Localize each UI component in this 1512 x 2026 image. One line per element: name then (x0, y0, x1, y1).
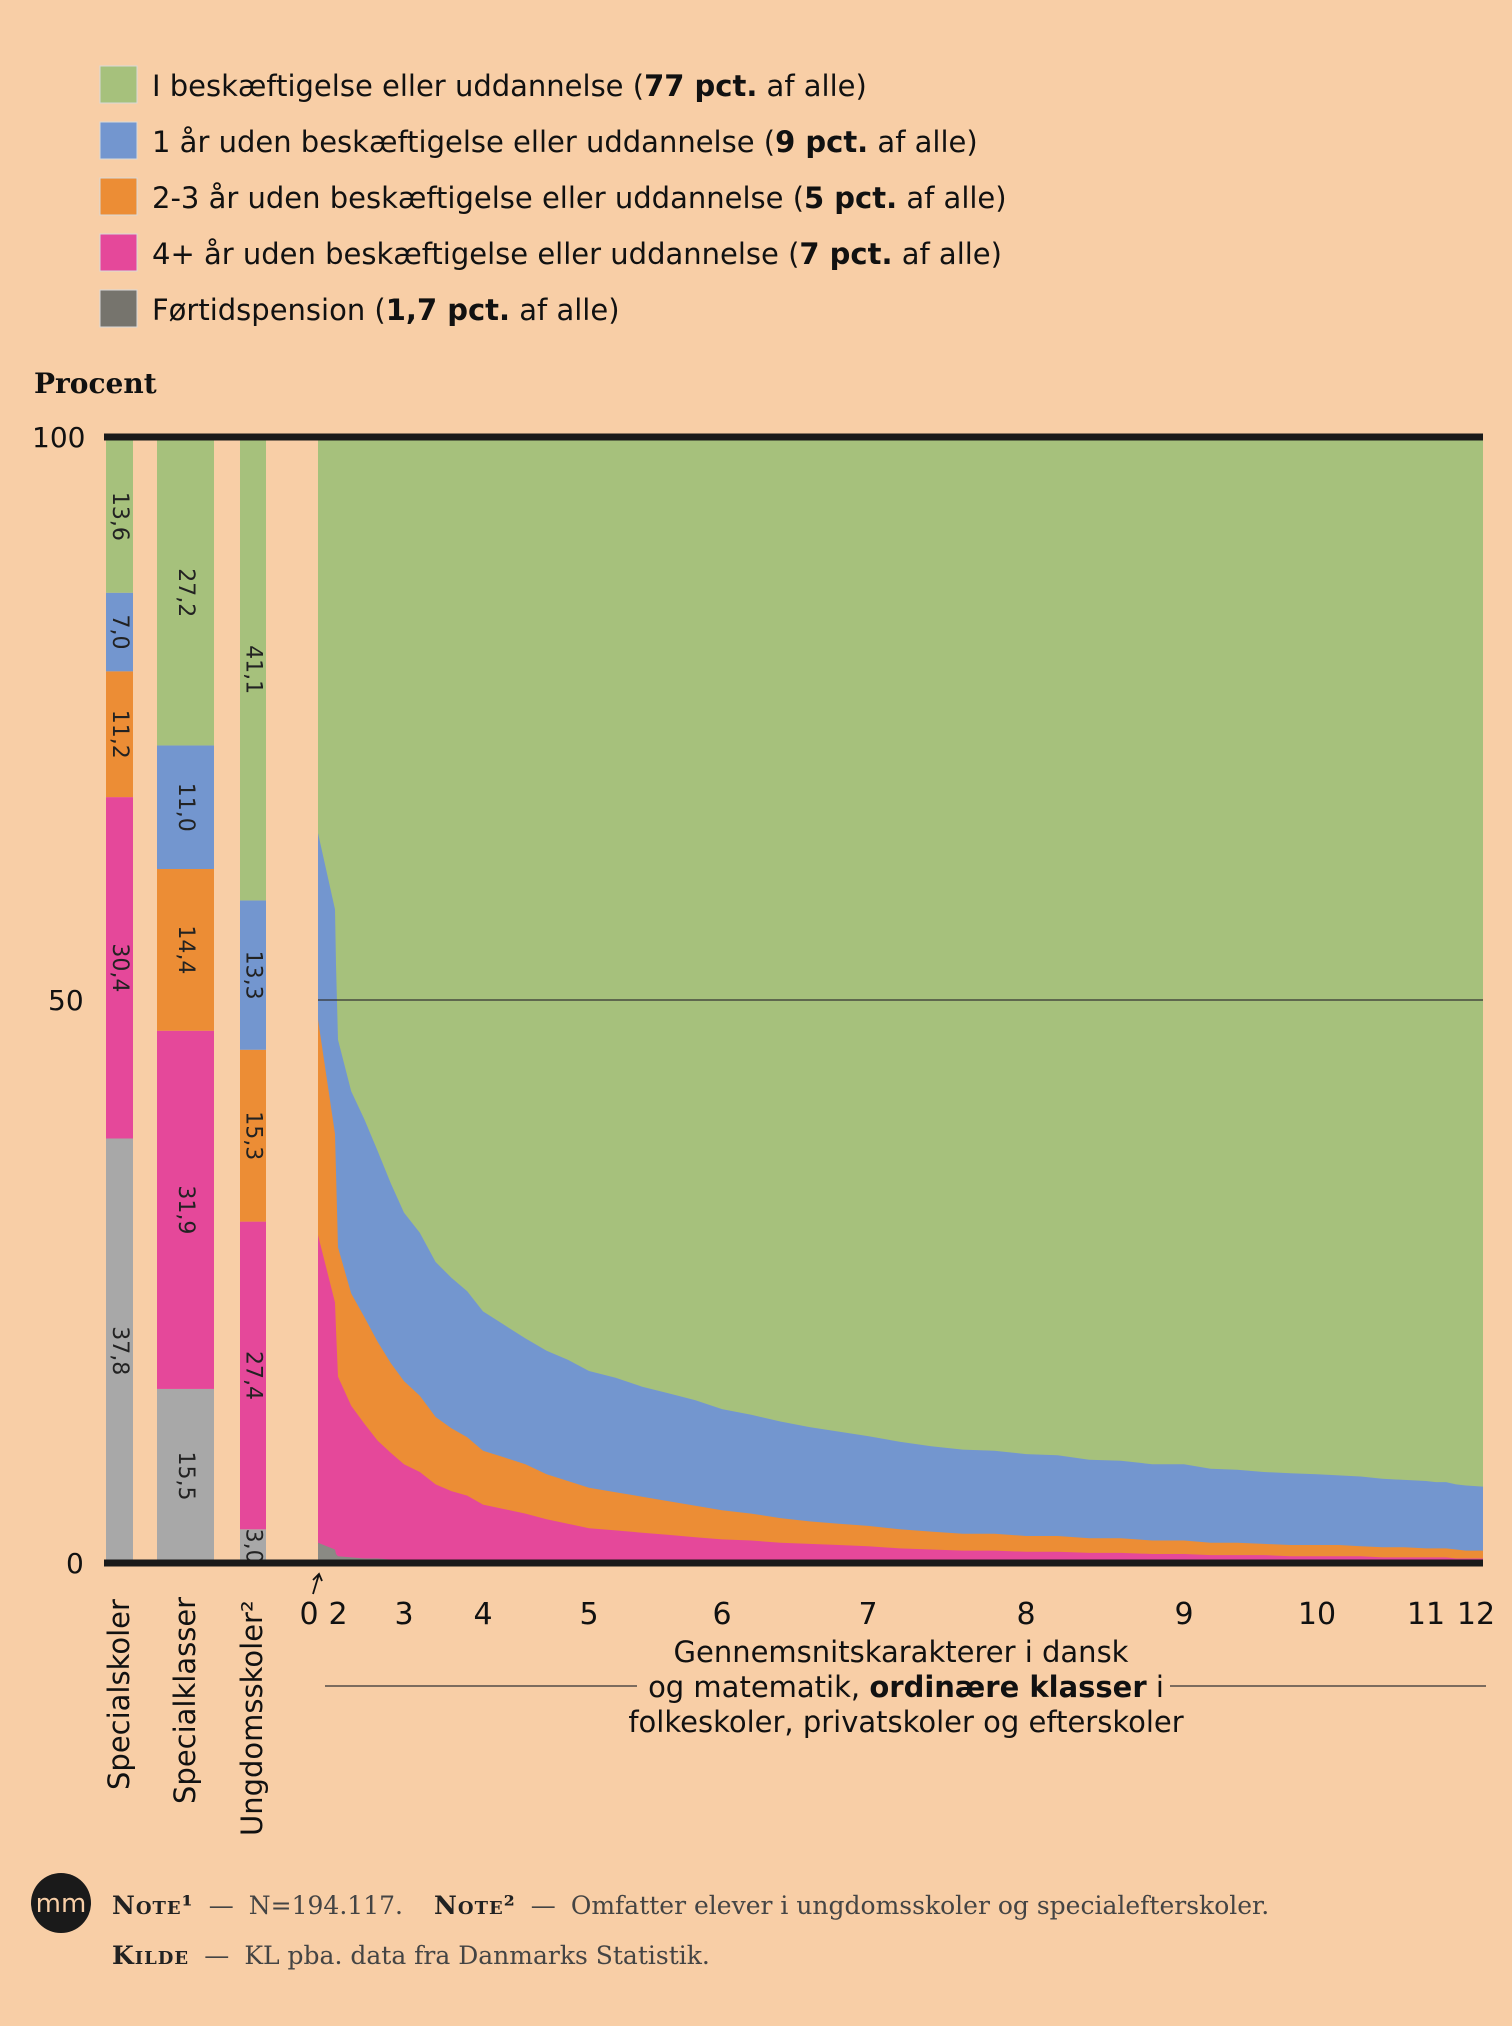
x-tick-label: 6 (712, 1597, 731, 1632)
x-axis-title: Gennemsnitskarakterer i dansk og matemat… (325, 1635, 1486, 1739)
x-title-line-2: og matematik, ordinære klasser i (648, 1670, 1164, 1704)
x-tick-label: 12 (1457, 1597, 1495, 1632)
x-ticks: 0 2 3 4 5 6 7 8 9 10 11 12 (299, 1597, 1495, 1632)
bar-value-label: 14,4 (173, 925, 198, 974)
source-line: Kilde — KL pba. data fra Danmarks Statis… (112, 1941, 710, 1970)
category-label-specialskoler: Specialskoler (102, 1599, 136, 1790)
x-tick-label: 7 (858, 1597, 877, 1632)
x-tick-label: 11 (1407, 1597, 1445, 1632)
legend-swatch-pink (99, 233, 138, 272)
bar-segment-orange (157, 868, 214, 1031)
y-tick-0: 0 (66, 1547, 84, 1580)
category-label-specialklasser: Specialklasser (168, 1597, 202, 1804)
legend-item-employed: I beskæftigelse eller uddannelse (77 pct… (99, 65, 867, 104)
stacked-area (318, 440, 1483, 1563)
logo-badge (31, 1873, 91, 1933)
stacked-bars: 37,8 30,4 11,2 7,0 13,6 15,5 31,9 14,4 11,0 27,2 3… (106, 438, 266, 1564)
bar-value-label: 31,9 (173, 1185, 198, 1234)
bar-segment-green (157, 440, 214, 746)
x-title-line-3: folkeskoler, privatskoler og efterskoler (628, 1705, 1183, 1739)
bar-value-label: 3,0 (241, 1529, 266, 1564)
bar-segment-blue (157, 745, 214, 869)
footer: mm Note¹ — N=194.117. Note² — Omfatter e… (31, 1873, 1269, 1970)
legend-item-4plus: 4+ år uden beskæftigelse eller uddannels… (99, 233, 1002, 272)
x-tick-label: 4 (473, 1597, 492, 1632)
x-tick-label: 8 (1016, 1597, 1035, 1632)
bar-segment-pink (106, 797, 133, 1139)
x-tick-label: 9 (1174, 1597, 1193, 1632)
area-layer-blue (318, 833, 1483, 1563)
x-tick-label: 0 (299, 1597, 318, 1632)
y-tick-50: 50 (48, 984, 84, 1017)
note-line-1: Note¹ — N=194.117. Note² — Omfatter elev… (112, 1891, 1269, 1920)
area-layer-pink (318, 1235, 1483, 1563)
legend-swatch-gray (99, 289, 138, 328)
logo-text: mm (36, 1889, 87, 1919)
x-tick-label: 2 (328, 1597, 347, 1632)
bar-value-label: 11,2 (107, 710, 132, 759)
category-label-ungdomsskoler: Ungdomsskoler² (235, 1600, 269, 1836)
bar-value-label: 11,0 (173, 783, 198, 832)
legend-label: Førtidspension (1,7 pct. af alle) (152, 293, 620, 327)
bar-value-label: 15,3 (241, 1111, 266, 1160)
bar-value-label: 27,2 (173, 568, 198, 617)
bar-value-label: 41,1 (241, 645, 266, 694)
bar-value-label: 27,4 (241, 1351, 266, 1400)
x-title-line-1: Gennemsnitskarakterer i dansk (674, 1635, 1129, 1669)
bar-value-label: 15,5 (173, 1451, 198, 1500)
bar-value-label: 13,6 (107, 492, 132, 541)
x-tick-label: 10 (1298, 1597, 1336, 1632)
bar-segment-orange (106, 671, 133, 798)
legend-swatch-orange (99, 177, 138, 216)
legend-item-pension: Førtidspension (1,7 pct. af alle) (99, 289, 620, 328)
bar-segment-blue (240, 900, 266, 1050)
bar-value-label: 7,0 (107, 615, 132, 650)
bar-segment-green (106, 440, 133, 593)
bar-segment-gray (157, 1388, 214, 1563)
bar-value-label: 37,8 (107, 1326, 132, 1375)
bar-segment-gray (240, 1529, 266, 1563)
legend-swatch-blue (99, 121, 138, 160)
x-tick-label: 3 (394, 1597, 413, 1632)
bar-segment-pink (240, 1221, 266, 1530)
y-tick-100: 100 (32, 421, 85, 454)
legend-item-2-3yr: 2-3 år uden beskæftigelse eller uddannel… (99, 177, 1007, 216)
bar-value-label: 13,3 (241, 951, 266, 1000)
x-tick-label: 5 (579, 1597, 598, 1632)
bar-value-label: 30,4 (107, 943, 132, 992)
zero-arrow-icon (312, 1572, 323, 1595)
legend-label: 2-3 år uden beskæftigelse eller uddannel… (152, 181, 1007, 215)
bar-segment-pink (157, 1030, 214, 1389)
legend-label: 1 år uden beskæftigelse eller uddannelse… (152, 125, 978, 159)
legend: I beskæftigelse eller uddannelse (77 pct… (99, 65, 1007, 328)
legend-item-1yr: 1 år uden beskæftigelse eller uddannelse… (99, 121, 978, 160)
legend-label: 4+ år uden beskæftigelse eller uddannels… (152, 237, 1002, 271)
bar-segment-gray (106, 1138, 133, 1563)
bar-segment-green (240, 438, 266, 901)
bar-segment-blue (106, 592, 133, 672)
bar-segment-orange (240, 1049, 266, 1222)
legend-swatch-green (99, 65, 138, 104)
y-axis-title: Procent (34, 367, 157, 400)
legend-label: I beskæftigelse eller uddannelse (77 pct… (152, 69, 867, 103)
